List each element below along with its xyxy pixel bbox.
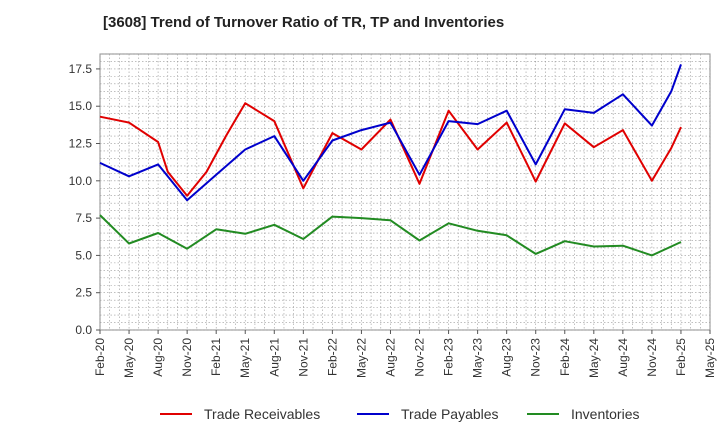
axis-layer: 0.0 2.5 5.0 7.5 10.0 12.5 15.0 17.5 Feb-20 May-20… xyxy=(69,62,717,378)
plot-frame xyxy=(99,53,711,331)
chart-title: [3608] Trend of Turnover Ratio of TR, TP… xyxy=(103,14,505,31)
x-tick-label: May-21 xyxy=(238,338,252,378)
x-tick-label: Feb-22 xyxy=(325,338,339,376)
x-tick-label: Nov-21 xyxy=(296,338,310,377)
y-tick-label: 12.5 xyxy=(69,137,93,151)
y-tick-label: 7.5 xyxy=(75,211,92,225)
x-tick-label: Feb-21 xyxy=(209,338,223,376)
x-tick-label: May-20 xyxy=(122,338,136,378)
legend-label: Inventories xyxy=(571,406,639,422)
y-tick-label: 10.0 xyxy=(69,174,93,188)
y-tick-label: 5.0 xyxy=(75,248,92,262)
x-tick-label: Aug-22 xyxy=(383,338,397,377)
x-tick-label: Nov-24 xyxy=(645,338,659,377)
x-tick-label: Feb-24 xyxy=(558,338,572,376)
x-tick-label: Nov-20 xyxy=(180,338,194,377)
y-tick-label: 17.5 xyxy=(69,62,93,76)
series-line-trade-payables xyxy=(99,64,682,202)
x-tick-label: Feb-20 xyxy=(93,338,107,376)
legend-layer: Trade Receivables Trade Payables Inventori… xyxy=(160,406,639,422)
y-tick-label: 15.0 xyxy=(69,99,93,113)
x-tick-label: Aug-24 xyxy=(616,338,630,377)
x-tick-label: May-23 xyxy=(471,338,485,378)
x-tick-label: Feb-25 xyxy=(674,338,688,376)
x-tick-label: Aug-20 xyxy=(151,338,165,377)
x-tick-label: Feb-23 xyxy=(442,338,456,376)
x-tick-label: Aug-21 xyxy=(267,338,281,377)
x-tick-label: Nov-23 xyxy=(529,338,543,377)
series-layer xyxy=(99,64,682,257)
legend-label: Trade Receivables xyxy=(204,406,320,422)
x-tick-label: May-22 xyxy=(354,338,368,378)
x-tick-label: Aug-23 xyxy=(500,338,514,377)
legend-label: Trade Payables xyxy=(401,406,499,422)
x-tick-label: May-24 xyxy=(587,338,601,378)
y-tick-label: 0.0 xyxy=(75,323,92,337)
series-line-inventories xyxy=(99,214,682,257)
grid-layer xyxy=(99,53,711,331)
y-tick-label: 2.5 xyxy=(75,286,92,300)
x-tick-label: Nov-22 xyxy=(413,338,427,377)
x-tick-label: May-25 xyxy=(703,338,717,378)
series-line-trade-receivables xyxy=(99,102,682,197)
